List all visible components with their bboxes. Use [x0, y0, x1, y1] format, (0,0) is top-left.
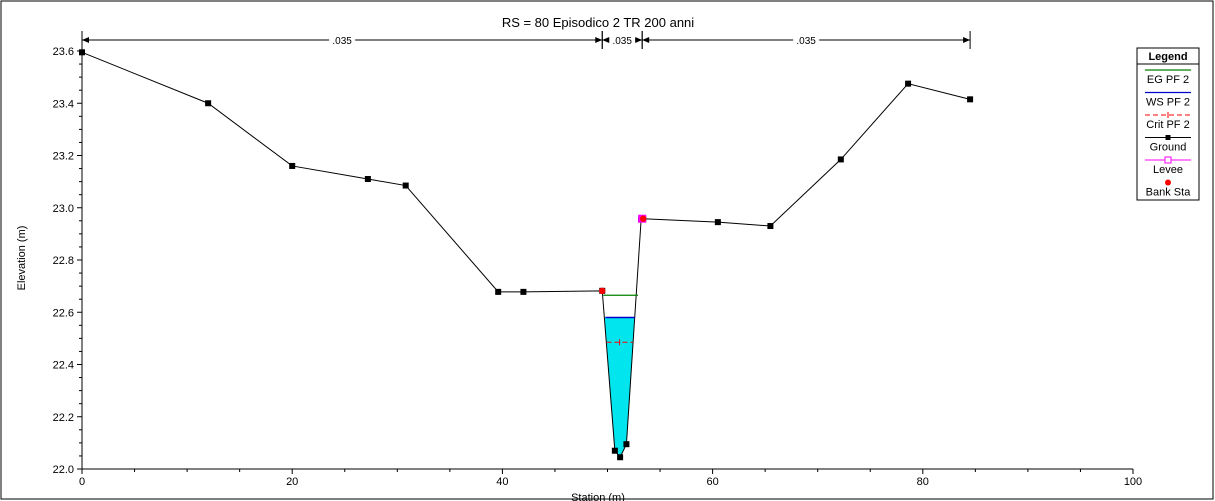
- y-tick-label: 22.6: [53, 307, 74, 319]
- manning-arrowhead: [82, 37, 89, 43]
- ground-point: [611, 447, 618, 454]
- legend-box: [1136, 47, 1200, 201]
- legend: Legend EG PF 2 WS PF 2 Crit PF 2 Ground Levee…: [1136, 47, 1200, 201]
- legend-entry-label: Ground: [1150, 142, 1187, 154]
- x-axis-title: Station (m): [571, 492, 625, 501]
- ground-line: [81, 51, 971, 459]
- ground-point: [289, 162, 296, 169]
- manning-n-label: .035: [612, 36, 632, 47]
- manning-arrowhead: [963, 37, 971, 43]
- ground-point: [205, 100, 212, 107]
- x-tick-label: 40: [496, 476, 508, 488]
- plot-layer: 0 20 40 60 80 100 22.0 22.2 22.4 22.6 22.8 23.0 23.2…: [53, 31, 1142, 488]
- x-tick-label: 0: [79, 476, 85, 488]
- ground-point: [905, 80, 912, 87]
- legend-entry-label: Crit PF 2: [1146, 119, 1189, 131]
- legend-entry-label: Bank Sta: [1146, 187, 1192, 199]
- legend-title: Legend: [1148, 51, 1187, 63]
- bank-station-point: [599, 287, 606, 295]
- y-tick-label: 22.0: [53, 464, 74, 476]
- ground-point: [402, 182, 409, 189]
- chart-title: RS = 80 Episodico 2 TR 200 anni: [502, 15, 694, 30]
- legend-symbol-marker: [1165, 179, 1171, 186]
- ground-point: [617, 454, 624, 461]
- manning-n-label: .035: [796, 36, 816, 47]
- water-fill: [604, 317, 635, 458]
- ground-point: [967, 96, 974, 103]
- x-tick-label: 100: [1124, 476, 1142, 488]
- ground-point: [495, 288, 502, 295]
- y-tick-label: 22.4: [53, 360, 74, 372]
- bank-station-point: [640, 215, 647, 222]
- manning-arrowhead: [642, 37, 650, 43]
- x-tick-label: 20: [286, 476, 298, 488]
- ground-point: [767, 223, 774, 230]
- x-tick-label: 60: [706, 476, 718, 488]
- x-tick-label: 80: [917, 476, 929, 488]
- y-tick-label: 23.6: [53, 46, 74, 58]
- manning-n-label: .035: [332, 36, 352, 47]
- legend-entry-label: Levee: [1153, 164, 1183, 176]
- manning-arrowhead: [635, 37, 643, 43]
- manning-arrowhead: [595, 37, 603, 43]
- ground-point: [714, 219, 721, 226]
- y-tick-label: 23.4: [53, 98, 74, 110]
- legend-symbol-marker: [1164, 156, 1172, 164]
- legend-entry-label: WS PF 2: [1146, 97, 1190, 109]
- manning-arrowhead: [602, 37, 610, 43]
- legend-symbol-marker: [1165, 135, 1171, 140]
- y-tick-label: 23.0: [53, 203, 74, 215]
- ground-point: [837, 156, 844, 163]
- ground-point: [623, 441, 630, 448]
- y-axis-title: Elevation (m): [16, 226, 28, 291]
- y-tick-label: 22.8: [53, 255, 74, 267]
- ground-point: [364, 176, 371, 183]
- legend-entry-label: EG PF 2: [1147, 74, 1189, 86]
- y-tick-label: 22.2: [53, 412, 74, 424]
- y-tick-label: 23.2: [53, 151, 74, 163]
- ground-point: [520, 288, 527, 295]
- ground-point: [79, 49, 85, 56]
